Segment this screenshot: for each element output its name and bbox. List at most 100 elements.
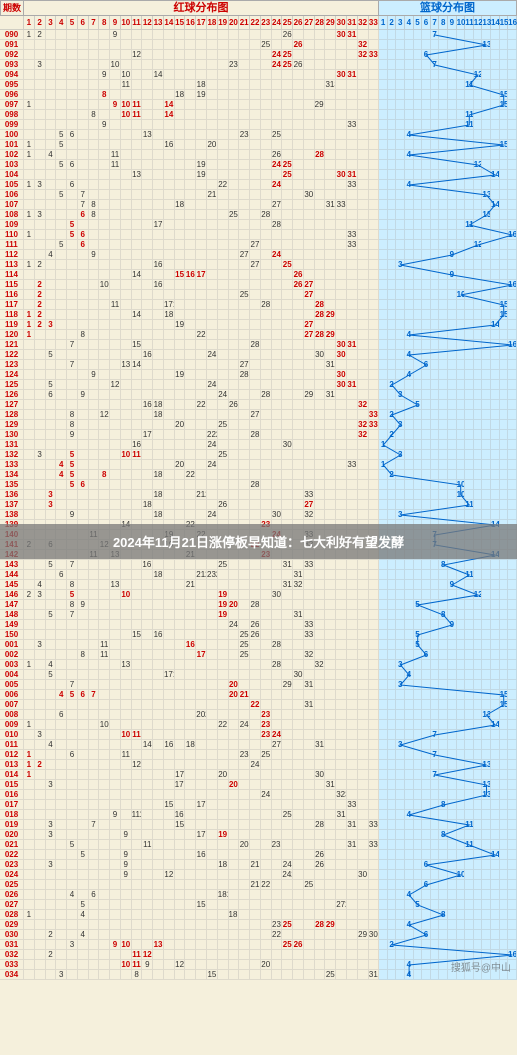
red-cell xyxy=(358,690,369,700)
red-cell: 31 xyxy=(325,360,336,370)
red-cell xyxy=(261,30,272,40)
red-cell: 6 xyxy=(46,390,57,400)
red-cell: 1 xyxy=(24,30,35,40)
red-cell xyxy=(132,60,143,70)
red-cell xyxy=(153,930,164,940)
blue-cell xyxy=(448,850,457,860)
blue-cell xyxy=(422,290,431,300)
red-cell xyxy=(293,730,304,740)
blue-cell xyxy=(414,490,423,500)
data-row: 12716182226325 xyxy=(0,400,517,410)
red-cell xyxy=(315,500,326,510)
red-cell xyxy=(185,360,196,370)
red-cell xyxy=(261,610,272,620)
blue-cell xyxy=(482,820,491,830)
red-cell xyxy=(121,820,132,830)
red-cell xyxy=(121,630,132,640)
red-cell xyxy=(153,480,164,490)
red-cell xyxy=(142,260,153,270)
red-cell: 27 xyxy=(250,410,261,420)
red-cell xyxy=(56,30,67,40)
red-cell xyxy=(153,950,164,960)
red-cell xyxy=(56,100,67,110)
red-cell: 19 xyxy=(175,320,186,330)
red-cell xyxy=(250,660,261,670)
red-cell xyxy=(315,840,326,850)
red-cell xyxy=(175,330,186,340)
red-cell: 8 xyxy=(89,200,100,210)
red-cell: 25 xyxy=(304,880,315,890)
blue-cell xyxy=(414,740,423,750)
red-cell xyxy=(358,560,369,570)
red-cell xyxy=(67,370,78,380)
red-cell xyxy=(153,160,164,170)
data-row: 12669242829313 xyxy=(0,390,517,400)
red-cell xyxy=(121,430,132,440)
red-cell xyxy=(78,250,89,260)
blue-cell xyxy=(405,680,414,690)
blue-cell xyxy=(508,590,517,600)
blue-cell xyxy=(431,610,440,620)
red-cell xyxy=(46,430,57,440)
red-cell xyxy=(336,230,347,240)
blue-cell xyxy=(379,110,388,120)
blue-cell xyxy=(431,940,440,950)
red-cell xyxy=(358,580,369,590)
blue-cell xyxy=(396,70,405,80)
red-cell xyxy=(175,210,186,220)
red-cell xyxy=(164,820,175,830)
red-cell xyxy=(293,400,304,410)
red-cell xyxy=(110,570,121,580)
red-cell xyxy=(153,850,164,860)
red-cell xyxy=(46,850,57,860)
red-cell xyxy=(261,810,272,820)
blue-cell xyxy=(482,260,491,270)
red-cell xyxy=(121,130,132,140)
red-cell xyxy=(261,200,272,210)
data-row: 0951118313211 xyxy=(0,80,517,90)
blue-cell xyxy=(508,460,517,470)
blue-cell xyxy=(457,560,466,570)
blue-cell xyxy=(439,440,448,450)
red-cell xyxy=(142,290,153,300)
red-cell xyxy=(282,800,293,810)
blue-cell xyxy=(422,920,431,930)
blue-cell xyxy=(431,180,440,190)
blue-cell xyxy=(422,890,431,900)
red-cell xyxy=(142,890,153,900)
blue-cell xyxy=(388,100,397,110)
red-cell: 5 xyxy=(56,190,67,200)
red-cell xyxy=(358,670,369,680)
blue-cell xyxy=(474,180,483,190)
blue-cell xyxy=(388,650,397,660)
red-cell: 17 xyxy=(142,430,153,440)
period-cell: 127 xyxy=(0,400,24,410)
red-cell xyxy=(153,120,164,130)
red-cell xyxy=(218,900,229,910)
red-cell: 19 xyxy=(175,370,186,380)
red-cell xyxy=(239,910,250,920)
blue-cell xyxy=(396,480,405,490)
red-cell xyxy=(325,480,336,490)
blue-cell xyxy=(414,270,423,280)
red-cell: 9 xyxy=(121,870,132,880)
red-cell xyxy=(358,710,369,720)
blue-cell xyxy=(491,470,500,480)
blue-cell xyxy=(431,300,440,310)
red-cell xyxy=(89,880,100,890)
blue-cell xyxy=(448,150,457,160)
blue-cell xyxy=(457,40,466,50)
red-cell xyxy=(272,300,283,310)
red-cell xyxy=(347,960,358,970)
red-cell xyxy=(24,510,35,520)
blue-cell xyxy=(405,620,414,630)
red-cell xyxy=(315,460,326,470)
red-cell xyxy=(218,410,229,420)
blue-cell xyxy=(465,40,474,50)
red-cell xyxy=(218,30,229,40)
red-cell xyxy=(282,290,293,300)
red-cell: 27 xyxy=(250,240,261,250)
red-cell xyxy=(121,140,132,150)
red-cell xyxy=(89,440,100,450)
blue-cell: 4 xyxy=(405,960,414,970)
